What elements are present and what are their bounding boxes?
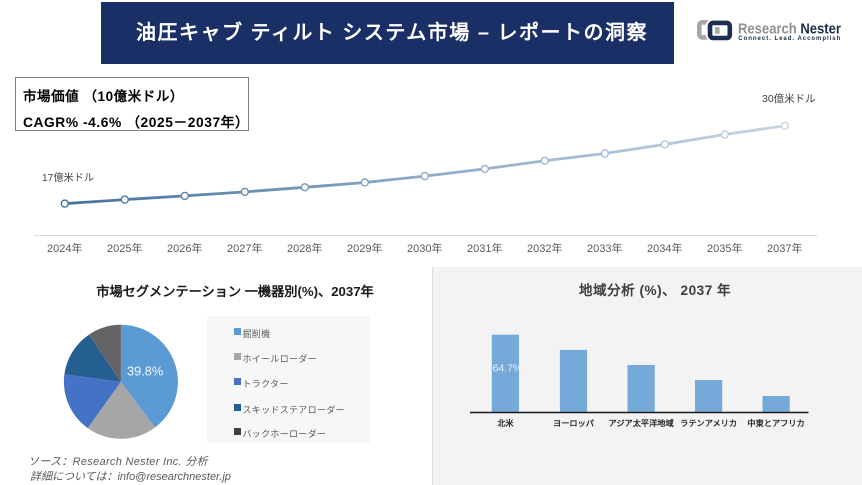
svg-text:2031年: 2031年	[467, 241, 502, 255]
svg-text:Connect. Lead. Accomplish: Connect. Lead. Accomplish	[738, 36, 840, 42]
svg-text:2030年: 2030年	[407, 241, 442, 255]
svg-text:64.7%: 64.7%	[493, 363, 523, 375]
svg-text:2034年: 2034年	[647, 241, 682, 255]
svg-text:ラテンアメリカ: ラテンアメリカ	[680, 419, 737, 428]
svg-text:北米: 北米	[497, 418, 514, 428]
svg-text:ヨーロッパ: ヨーロッパ	[553, 418, 595, 428]
svg-text:2037年: 2037年	[767, 241, 802, 255]
svg-text:39.8%: 39.8%	[127, 364, 163, 379]
svg-text:17億米ドル: 17億米ドル	[42, 171, 94, 184]
svg-text:2026年: 2026年	[167, 241, 202, 255]
svg-text:2027年: 2027年	[227, 241, 262, 255]
svg-text:2028年: 2028年	[287, 241, 322, 255]
svg-text:Research Nester: Research Nester	[738, 20, 841, 37]
svg-text:中東とアフリカ: 中東とアフリカ	[747, 418, 804, 428]
svg-text:2029年: 2029年	[347, 241, 382, 255]
svg-text:2024年: 2024年	[47, 241, 82, 255]
svg-text:2035年: 2035年	[707, 241, 742, 255]
svg-text:アジア太平洋地域: アジア太平洋地域	[609, 418, 675, 428]
svg-text:2032年: 2032年	[527, 241, 562, 255]
svg-text:2033年: 2033年	[587, 241, 622, 255]
svg-text:30億米ドル: 30億米ドル	[762, 92, 816, 105]
svg-text:2025年: 2025年	[107, 241, 142, 255]
